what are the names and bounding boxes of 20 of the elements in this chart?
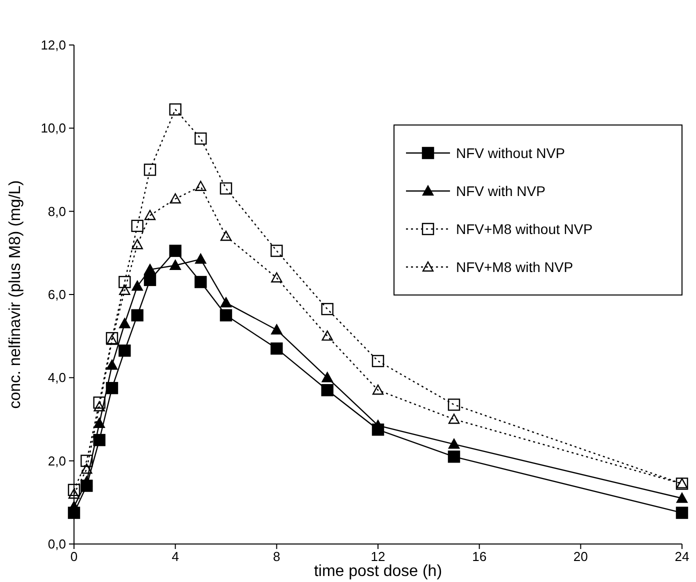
legend-label: NFV+M8 without NVP [456, 221, 593, 237]
y-tick-label: 4,0 [48, 370, 66, 386]
y-tick-label: 12,0 [40, 38, 66, 52]
x-axis-title: time post dose (h) [314, 563, 442, 580]
x-tick-label: 16 [472, 549, 487, 564]
legend-label: NFV+M8 with NVP [456, 259, 574, 275]
x-tick-label: 24 [674, 549, 690, 564]
x-tick-label: 8 [273, 549, 280, 564]
y-axis-title: conc. nelfinavir (plus M8) (mg/L) [7, 180, 24, 409]
y-tick-label: 6,0 [48, 287, 66, 302]
y-tick-label: 8,0 [48, 204, 66, 219]
legend-label: NFV with NVP [456, 183, 546, 199]
x-tick-label: 20 [573, 549, 588, 564]
y-tick-label: 0,0 [48, 536, 66, 552]
y-tick-label: 10,0 [40, 120, 66, 136]
x-tick-label: 0 [70, 549, 78, 564]
x-tick-label: 4 [172, 549, 179, 564]
x-tick-label: 12 [370, 549, 386, 564]
legend-label: NFV without NVP [456, 145, 565, 161]
y-tick-label: 2,0 [48, 453, 66, 468]
